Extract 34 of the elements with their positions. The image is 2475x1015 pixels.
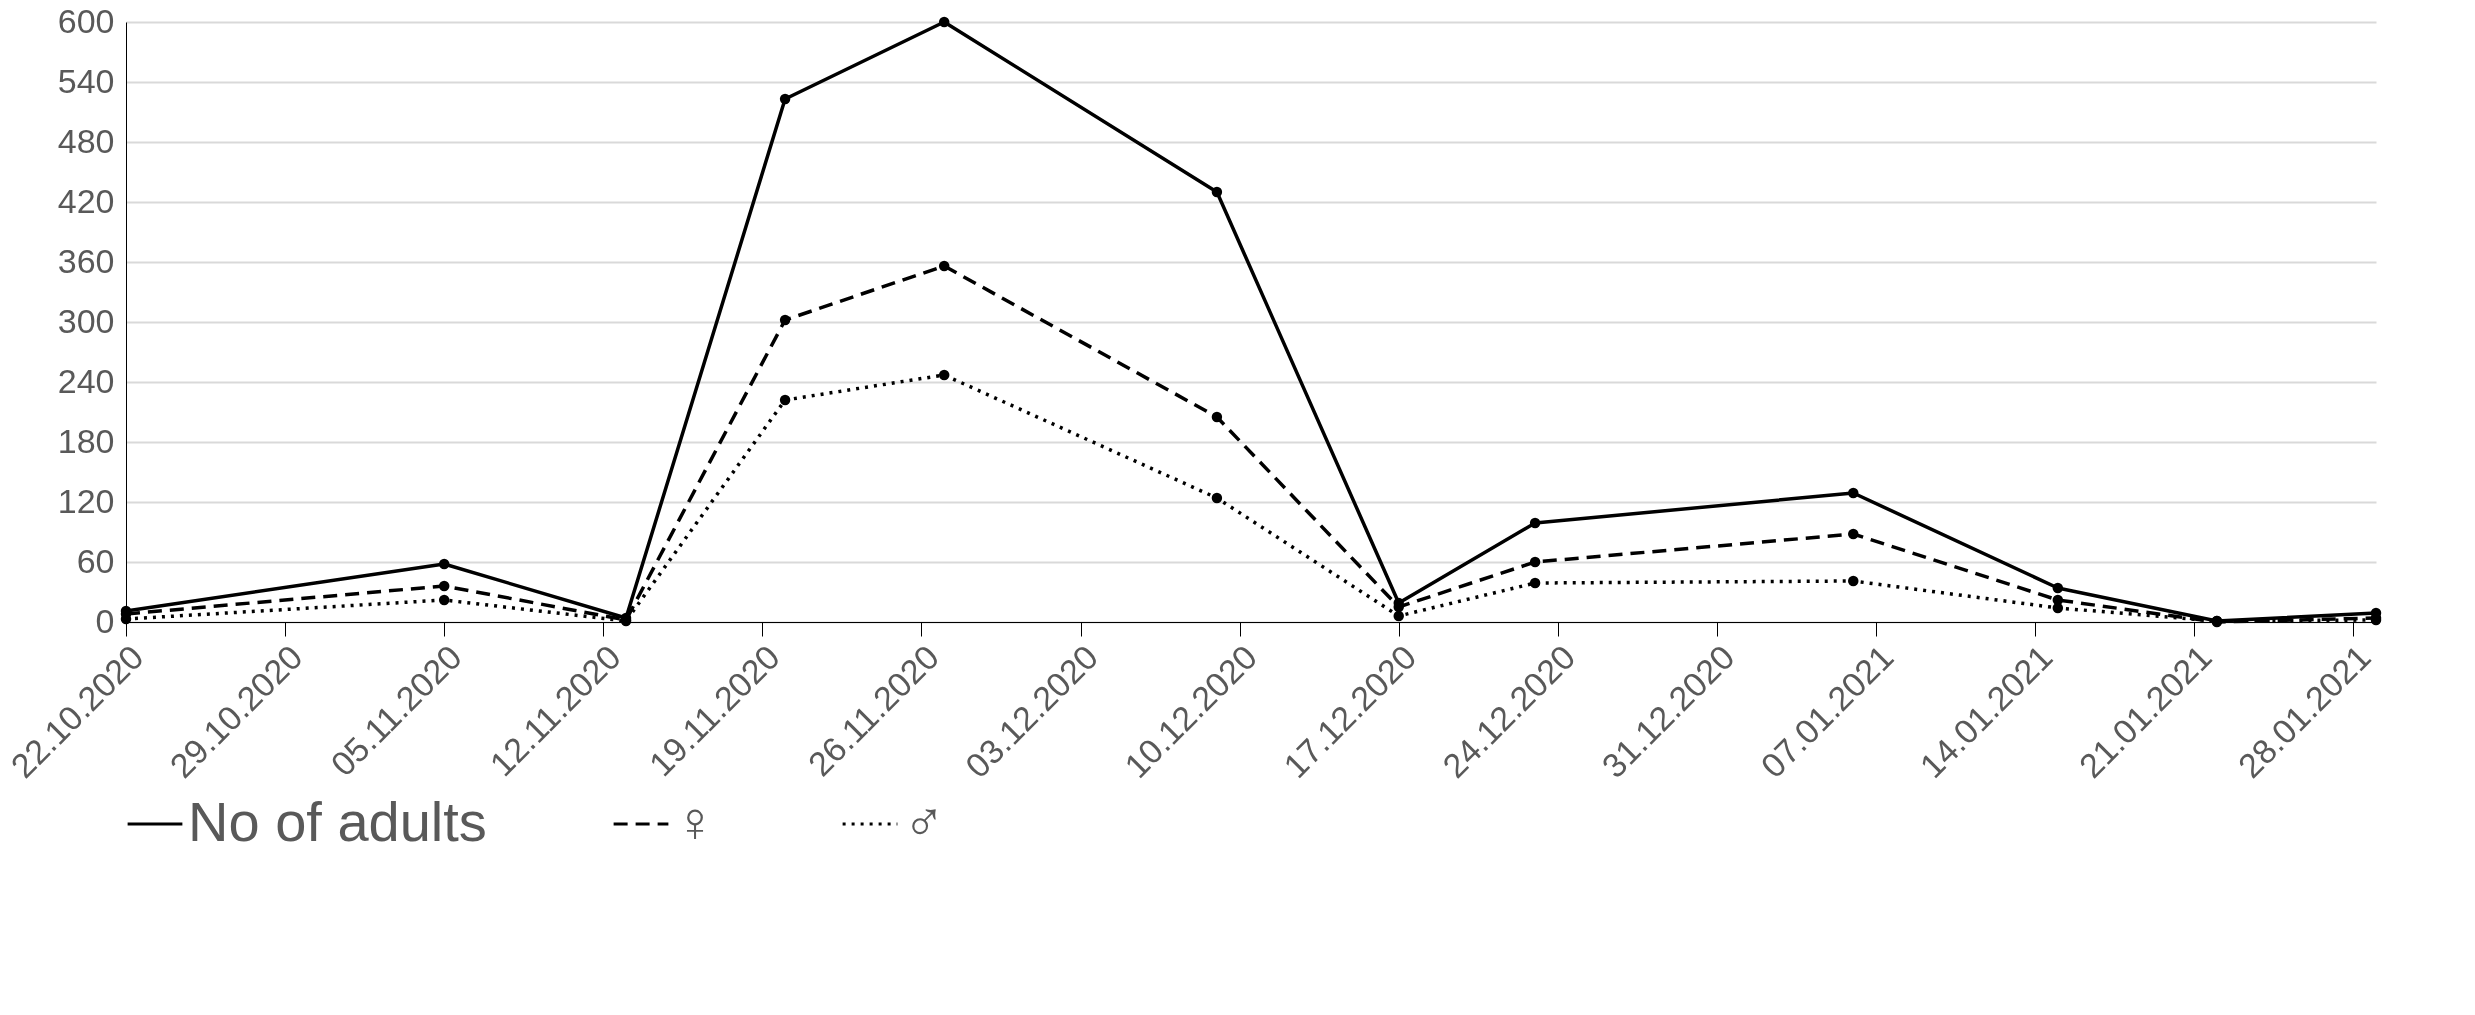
point [438, 580, 450, 592]
y-tick-label: 600 [57, 1, 115, 40]
y-tick-label: 0 [95, 601, 115, 640]
point [1211, 411, 1223, 423]
y-tick-label: 360 [57, 241, 115, 280]
point [2052, 582, 2064, 594]
y-tick-label: 540 [57, 61, 115, 100]
point [779, 394, 791, 406]
point [1211, 186, 1223, 198]
point [1393, 610, 1404, 622]
point [779, 314, 791, 326]
point [438, 594, 450, 606]
point [1529, 517, 1541, 529]
y-tick-label: 480 [57, 121, 115, 160]
legend-label: ♂ [903, 790, 945, 853]
point [938, 369, 950, 381]
y-tick-label: 300 [57, 301, 115, 340]
point [1848, 575, 1859, 587]
point [1529, 556, 1541, 568]
point [938, 16, 950, 28]
point [438, 558, 450, 570]
legend-label: ♀ [674, 790, 716, 853]
point [938, 260, 950, 272]
y-tick-label: 120 [57, 481, 115, 520]
point [779, 93, 791, 105]
point [1848, 528, 1859, 540]
y-tick-label: 420 [57, 181, 115, 220]
y-tick-label: 60 [76, 541, 115, 580]
legend-label: No of adults [188, 790, 487, 853]
point [1848, 487, 1859, 499]
y-tick-label: 240 [57, 361, 115, 400]
point [1211, 492, 1223, 504]
point [1529, 577, 1541, 589]
y-tick-label: 180 [57, 421, 115, 460]
